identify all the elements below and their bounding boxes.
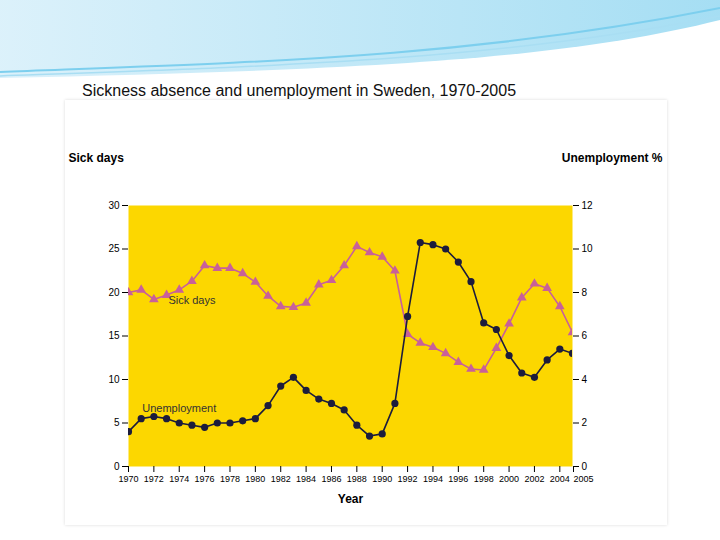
svg-text:1994: 1994 [423, 474, 443, 484]
svg-text:0: 0 [582, 461, 588, 472]
html-text:Sickness absence and unemploym: Sickness absence and unemployment in Swe… [82, 82, 517, 99]
svg-text:Sick days: Sick days [168, 294, 216, 306]
svg-text:1978: 1978 [220, 474, 240, 484]
svg-text:8: 8 [582, 287, 588, 298]
svg-text:10: 10 [582, 243, 594, 254]
svg-text:1972: 1972 [144, 474, 164, 484]
svg-text:1998: 1998 [474, 474, 494, 484]
svg-text:Unemployment %: Unemployment % [562, 151, 663, 165]
svg-text:2: 2 [582, 417, 588, 428]
svg-text:1988: 1988 [347, 474, 367, 484]
svg-text:10: 10 [108, 374, 120, 385]
svg-text:6: 6 [582, 330, 588, 341]
svg-text:2005: 2005 [574, 474, 594, 484]
svg-text:Unemployment: Unemployment [142, 402, 216, 414]
svg-text:Sick days: Sick days [69, 151, 125, 165]
svg-text:12: 12 [582, 200, 594, 211]
svg-text:Year: Year [338, 492, 364, 506]
svg-text:25: 25 [108, 243, 120, 254]
svg-text:2004: 2004 [550, 474, 570, 484]
svg-text:20: 20 [108, 287, 120, 298]
svg-text:15: 15 [108, 330, 120, 341]
svg-text:1996: 1996 [448, 474, 468, 484]
svg-text:1970: 1970 [118, 474, 138, 484]
svg-text:1980: 1980 [245, 474, 265, 484]
svg-text:0: 0 [114, 461, 120, 472]
svg-text:5: 5 [114, 417, 120, 428]
svg-text:30: 30 [108, 200, 120, 211]
svg-text:2000: 2000 [499, 474, 519, 484]
svg-text:1992: 1992 [398, 474, 418, 484]
svg-text:1984: 1984 [296, 474, 316, 484]
svg-text:1982: 1982 [271, 474, 291, 484]
svg-text:1974: 1974 [169, 474, 189, 484]
svg-text:1986: 1986 [321, 474, 341, 484]
svg-text:4: 4 [582, 374, 588, 385]
svg-text:1976: 1976 [195, 474, 215, 484]
svg-text:2002: 2002 [524, 474, 544, 484]
svg-text:1990: 1990 [372, 474, 392, 484]
